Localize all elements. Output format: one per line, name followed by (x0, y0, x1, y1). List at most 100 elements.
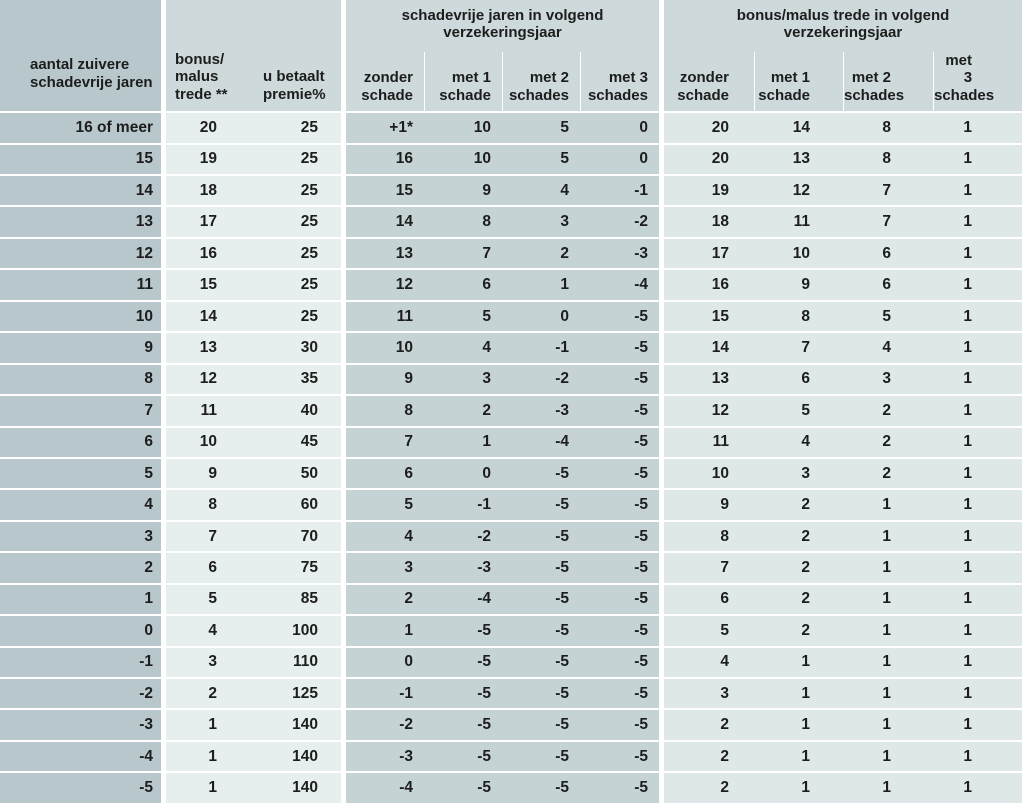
cell: 1 (161, 708, 253, 740)
row-label: 7 (0, 394, 161, 426)
cell: -5 (580, 677, 659, 709)
row-label: 0 (0, 614, 161, 646)
cell: 5 (424, 299, 502, 332)
cell: -3 (580, 236, 659, 269)
cell: 2 (502, 236, 580, 269)
cell: 1 (933, 771, 1024, 803)
row-label: 8 (0, 362, 161, 395)
cell: 6 (754, 362, 843, 395)
cell: 40 (253, 394, 341, 426)
cell: -5 (502, 739, 580, 772)
cell: -5 (502, 677, 580, 709)
cell: 8 (754, 299, 843, 332)
cell: 20 (659, 111, 754, 143)
header-row-subcolumns: zonder schade met 1 schade met 2 schades… (0, 52, 1024, 112)
row-label: 3 (0, 519, 161, 552)
cell: 7 (659, 551, 754, 583)
cell: 7 (754, 331, 843, 363)
bonus-malus-step-header: bonus/ malus trede ** (161, 0, 253, 112)
cell: 5 (843, 299, 933, 332)
cell: -5 (502, 645, 580, 678)
cell: 3 (843, 362, 933, 395)
cell: -5 (580, 645, 659, 678)
cell: -5 (580, 519, 659, 552)
cell: 3 (341, 551, 424, 583)
cell: 6 (161, 551, 253, 583)
cell: 3 (424, 362, 502, 395)
cell: 18 (659, 205, 754, 237)
cell: 8 (341, 394, 424, 426)
table-row: 10 14 25 11 5 0 -5 15 8 5 1 (0, 299, 1024, 332)
cell: 1 (933, 205, 1024, 237)
cell: 25 (253, 205, 341, 237)
cell: 4 (754, 425, 843, 457)
cell: 7 (424, 236, 502, 269)
cell: 25 (253, 236, 341, 269)
table-row: 12 16 25 13 7 2 -3 17 10 6 1 (0, 236, 1024, 269)
cell: 1 (843, 739, 933, 772)
cell: 125 (253, 677, 341, 709)
table-row: 13 17 25 14 8 3 -2 18 11 7 1 (0, 205, 1024, 237)
cell: -1 (341, 677, 424, 709)
cell: 1 (843, 677, 933, 709)
cell: -5 (502, 519, 580, 552)
table-body: 16 of meer 20 25 +1* 10 5 0 20 14 8 1 15 19 25 16 10 5 0 2… (0, 111, 1024, 803)
cell: 1 (933, 425, 1024, 457)
cell: -5 (502, 488, 580, 520)
cell: 0 (502, 299, 580, 332)
cell: 0 (424, 456, 502, 489)
group-title-bonus-malus-next-year: bonus/malus trede in volgend verzekering… (659, 0, 1024, 52)
cell: -5 (424, 645, 502, 678)
cell: 1 (424, 425, 502, 457)
cell: -5 (424, 771, 502, 803)
cell: 1 (843, 614, 933, 646)
table-row: 5 9 50 6 0 -5 -5 10 3 2 1 (0, 456, 1024, 489)
cell: 3 (659, 677, 754, 709)
row-label: -2 (0, 677, 161, 709)
cell: 70 (253, 519, 341, 552)
cell: 3 (502, 205, 580, 237)
cell: 1 (933, 645, 1024, 678)
row-label: 2 (0, 551, 161, 583)
cell: 3 (754, 456, 843, 489)
cell: -2 (341, 708, 424, 740)
header-row-groups: aantal zuivere schadevrije jaren bonus/ … (0, 0, 1024, 112)
cell: 8 (424, 205, 502, 237)
cell: 11 (659, 425, 754, 457)
cell: -5 (502, 582, 580, 615)
cell: -5 (424, 677, 502, 709)
cell: -5 (580, 394, 659, 426)
cell: -5 (502, 551, 580, 583)
cell: 17 (659, 236, 754, 269)
cell: 1 (843, 708, 933, 740)
cell: 11 (341, 299, 424, 332)
cell: 16 (341, 142, 424, 175)
subheader-no-claims: zonder schade (341, 52, 424, 112)
cell: 1 (933, 677, 1024, 709)
table-row: 15 19 25 16 10 5 0 20 13 8 1 (0, 142, 1024, 175)
cell: 2 (754, 582, 843, 615)
row-label: -4 (0, 739, 161, 772)
cell: -4 (341, 771, 424, 803)
cell: 20 (161, 111, 253, 143)
cell: 2 (754, 519, 843, 552)
cell: -5 (580, 582, 659, 615)
row-label: 6 (0, 425, 161, 457)
table-row: 16 of meer 20 25 +1* 10 5 0 20 14 8 1 (0, 111, 1024, 143)
cell: 140 (253, 708, 341, 740)
cell: 9 (161, 456, 253, 489)
cell: -3 (502, 394, 580, 426)
cell: 1 (933, 111, 1024, 143)
cell: 1 (754, 771, 843, 803)
cell: 5 (502, 142, 580, 175)
cell: 5 (754, 394, 843, 426)
table-row: 4 8 60 5 -1 -5 -5 9 2 1 1 (0, 488, 1024, 520)
cell: 5 (341, 488, 424, 520)
cell: 12 (161, 362, 253, 395)
table-row: 7 11 40 8 2 -3 -5 12 5 2 1 (0, 394, 1024, 426)
cell: 5 (659, 614, 754, 646)
cell: 25 (253, 111, 341, 143)
cell: 14 (754, 111, 843, 143)
cell: -4 (580, 268, 659, 300)
cell: 12 (659, 394, 754, 426)
